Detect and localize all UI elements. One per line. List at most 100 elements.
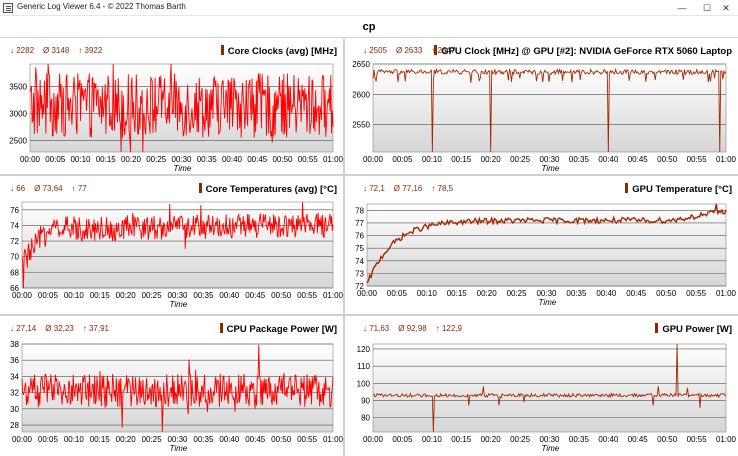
x-tick-label: 00:35	[569, 435, 590, 444]
chart-title: CPU Package Power [W]	[219, 323, 337, 335]
x-tick-label: 00:25	[507, 289, 528, 298]
x-tick-label: 01:00	[716, 155, 737, 164]
x-tick-label: 00:55	[297, 291, 318, 300]
x-tick-label: 00:30	[171, 155, 192, 164]
y-tick-label: 3000	[9, 109, 27, 118]
x-tick-label: 00:35	[569, 155, 590, 164]
plot-area	[21, 201, 334, 289]
stat-min: ↓ 66	[10, 184, 26, 193]
chart-panel-gpu-power[interactable]: ↓ 71,63 Ø 92,98 ↑ 122,9 GPU Power [W] 80 90 10…	[345, 316, 738, 456]
x-tick-label: 00:05	[392, 155, 413, 164]
x-tick-label: 00:10	[417, 289, 438, 298]
x-tick-label: 00:10	[64, 435, 85, 444]
chart-panel-gpu-clock[interactable]: ↓ 2505 Ø 2633 ↑ 2647 GPU Clock [MHz] @ GPU …	[345, 38, 738, 174]
y-tick-label: 73	[355, 269, 364, 278]
x-axis-label: Time	[169, 444, 188, 453]
x-tick-label: 00:25	[510, 435, 531, 444]
stat-max: ↑ 77	[71, 184, 87, 193]
x-tick-label: 00:20	[481, 155, 502, 164]
stat-min: ↓ 2282	[10, 46, 35, 55]
minimize-button[interactable]: —	[677, 3, 687, 13]
x-axis-label: Time	[538, 298, 557, 307]
plot-area	[366, 203, 727, 287]
y-tick-label: 36	[10, 356, 19, 365]
x-tick-label: 00:50	[657, 155, 678, 164]
x-tick-label: 00:00	[20, 155, 41, 164]
x-tick-label: 00:20	[116, 435, 137, 444]
x-tick-label: 00:25	[142, 291, 163, 300]
stats-summary: ↓ 71,63 Ø 92,98 ↑ 122,9	[363, 324, 471, 333]
x-tick-label: 00:45	[628, 155, 649, 164]
window-titlebar: Generic Log Viewer 6.4 - © 2022 Thomas B…	[0, 0, 738, 16]
y-tick-label: 70	[10, 253, 19, 262]
stat-max: ↑ 122,9	[435, 324, 462, 333]
chart-svg: 28 30 32 34 36 38 00:00 00:05 00:10 00:15 00:20 00:…	[10, 340, 343, 444]
x-tick-label: 00:05	[387, 289, 408, 298]
y-tick-label: 78	[355, 206, 364, 215]
chart-panel-core-clocks[interactable]: ↓ 2282 Ø 3148 ↑ 3922 Core Clocks (avg) [MHz…	[0, 38, 344, 174]
y-tick-label: 120	[357, 345, 371, 354]
y-tick-label: 77	[355, 219, 364, 228]
chart-panel-core-temperatures[interactable]: ↓ 66 Ø 73,64 ↑ 77 Core Temperatures (avg) […	[0, 176, 344, 314]
x-tick-label: 00:10	[422, 155, 443, 164]
x-tick-label: 01:00	[323, 155, 344, 164]
stat-min: ↓ 72,1	[363, 184, 385, 193]
x-tick-label: 00:15	[447, 289, 468, 298]
x-tick-label: 00:35	[566, 289, 587, 298]
chart-svg: 2500 3000 3500 00:00 00:05 00:10 00:15 00:20 00:…	[9, 63, 344, 164]
x-axis-label: Time	[541, 164, 560, 173]
x-tick-label: 00:40	[219, 435, 240, 444]
series-color-swatch	[219, 323, 223, 333]
x-tick-label: 00:50	[272, 155, 293, 164]
x-tick-label: 00:45	[247, 155, 268, 164]
x-tick-label: 00:00	[363, 155, 384, 164]
x-tick-label: 00:55	[297, 435, 318, 444]
stat-max: ↑ 37,91	[82, 324, 109, 333]
stat-max: ↑ 2647	[431, 46, 456, 55]
stat-avg: Ø 92,98	[398, 324, 427, 333]
x-tick-label: 00:15	[451, 435, 472, 444]
x-tick-label: 00:25	[510, 155, 531, 164]
stat-avg: Ø 2633	[396, 46, 423, 55]
stat-min: ↓ 2505	[363, 46, 388, 55]
series-line	[372, 67, 727, 153]
stat-avg: Ø 32,23	[45, 324, 74, 333]
chart-panel-gpu-temperature[interactable]: ↓ 72,1 Ø 77,16 ↑ 78,5 GPU Temperature [°C] 7…	[345, 176, 738, 314]
x-tick-label: 00:40	[222, 155, 243, 164]
y-tick-label: 3500	[9, 83, 27, 92]
series-line	[366, 203, 727, 284]
stat-min: ↓ 27,14	[10, 324, 37, 333]
y-tick-label: 74	[355, 257, 364, 266]
chart-title: GPU Power [W]	[655, 323, 732, 335]
x-tick-label: 00:30	[167, 291, 188, 300]
y-tick-label: 68	[10, 268, 19, 277]
chart-svg: 66 68 70 72 74 76 00:00 00:05 00:10 00:15 00:20 00:…	[10, 201, 344, 300]
y-tick-label: 38	[10, 340, 19, 349]
close-button[interactable]: ✕	[722, 3, 730, 13]
x-tick-label: 00:15	[90, 435, 111, 444]
chart-panel-cpu-package-power[interactable]: ↓ 27,14 Ø 32,23 ↑ 37,91 CPU Package Power […	[0, 316, 344, 456]
x-tick-label: 00:45	[626, 289, 647, 298]
x-tick-label: 00:25	[142, 435, 163, 444]
chart-svg: 80 90 100 110 120 00:00 00:05 00:10 00:15 00:20 00…	[357, 343, 737, 444]
y-tick-label: 110	[357, 362, 370, 371]
x-tick-label: 00:40	[598, 155, 619, 164]
x-tick-label: 00:45	[628, 435, 649, 444]
chart-title: GPU Temperature [°C]	[625, 183, 732, 195]
x-tick-label: 00:20	[116, 291, 137, 300]
x-tick-label: 00:10	[422, 435, 443, 444]
y-tick-label: 2550	[352, 121, 370, 130]
stat-max: ↑ 3922	[78, 46, 103, 55]
series-line	[21, 201, 334, 289]
series-color-swatch	[220, 45, 224, 55]
x-axis-label: Time	[169, 300, 188, 309]
document-icon	[3, 3, 13, 13]
x-tick-label: 00:55	[686, 289, 707, 298]
y-tick-label: 66	[10, 284, 19, 293]
x-tick-label: 00:50	[271, 435, 292, 444]
maximize-button[interactable]: ☐	[702, 3, 712, 13]
series-line	[372, 343, 727, 433]
x-tick-label: 00:50	[656, 289, 677, 298]
x-tick-label: 00:45	[245, 291, 266, 300]
title-divider	[0, 37, 738, 38]
